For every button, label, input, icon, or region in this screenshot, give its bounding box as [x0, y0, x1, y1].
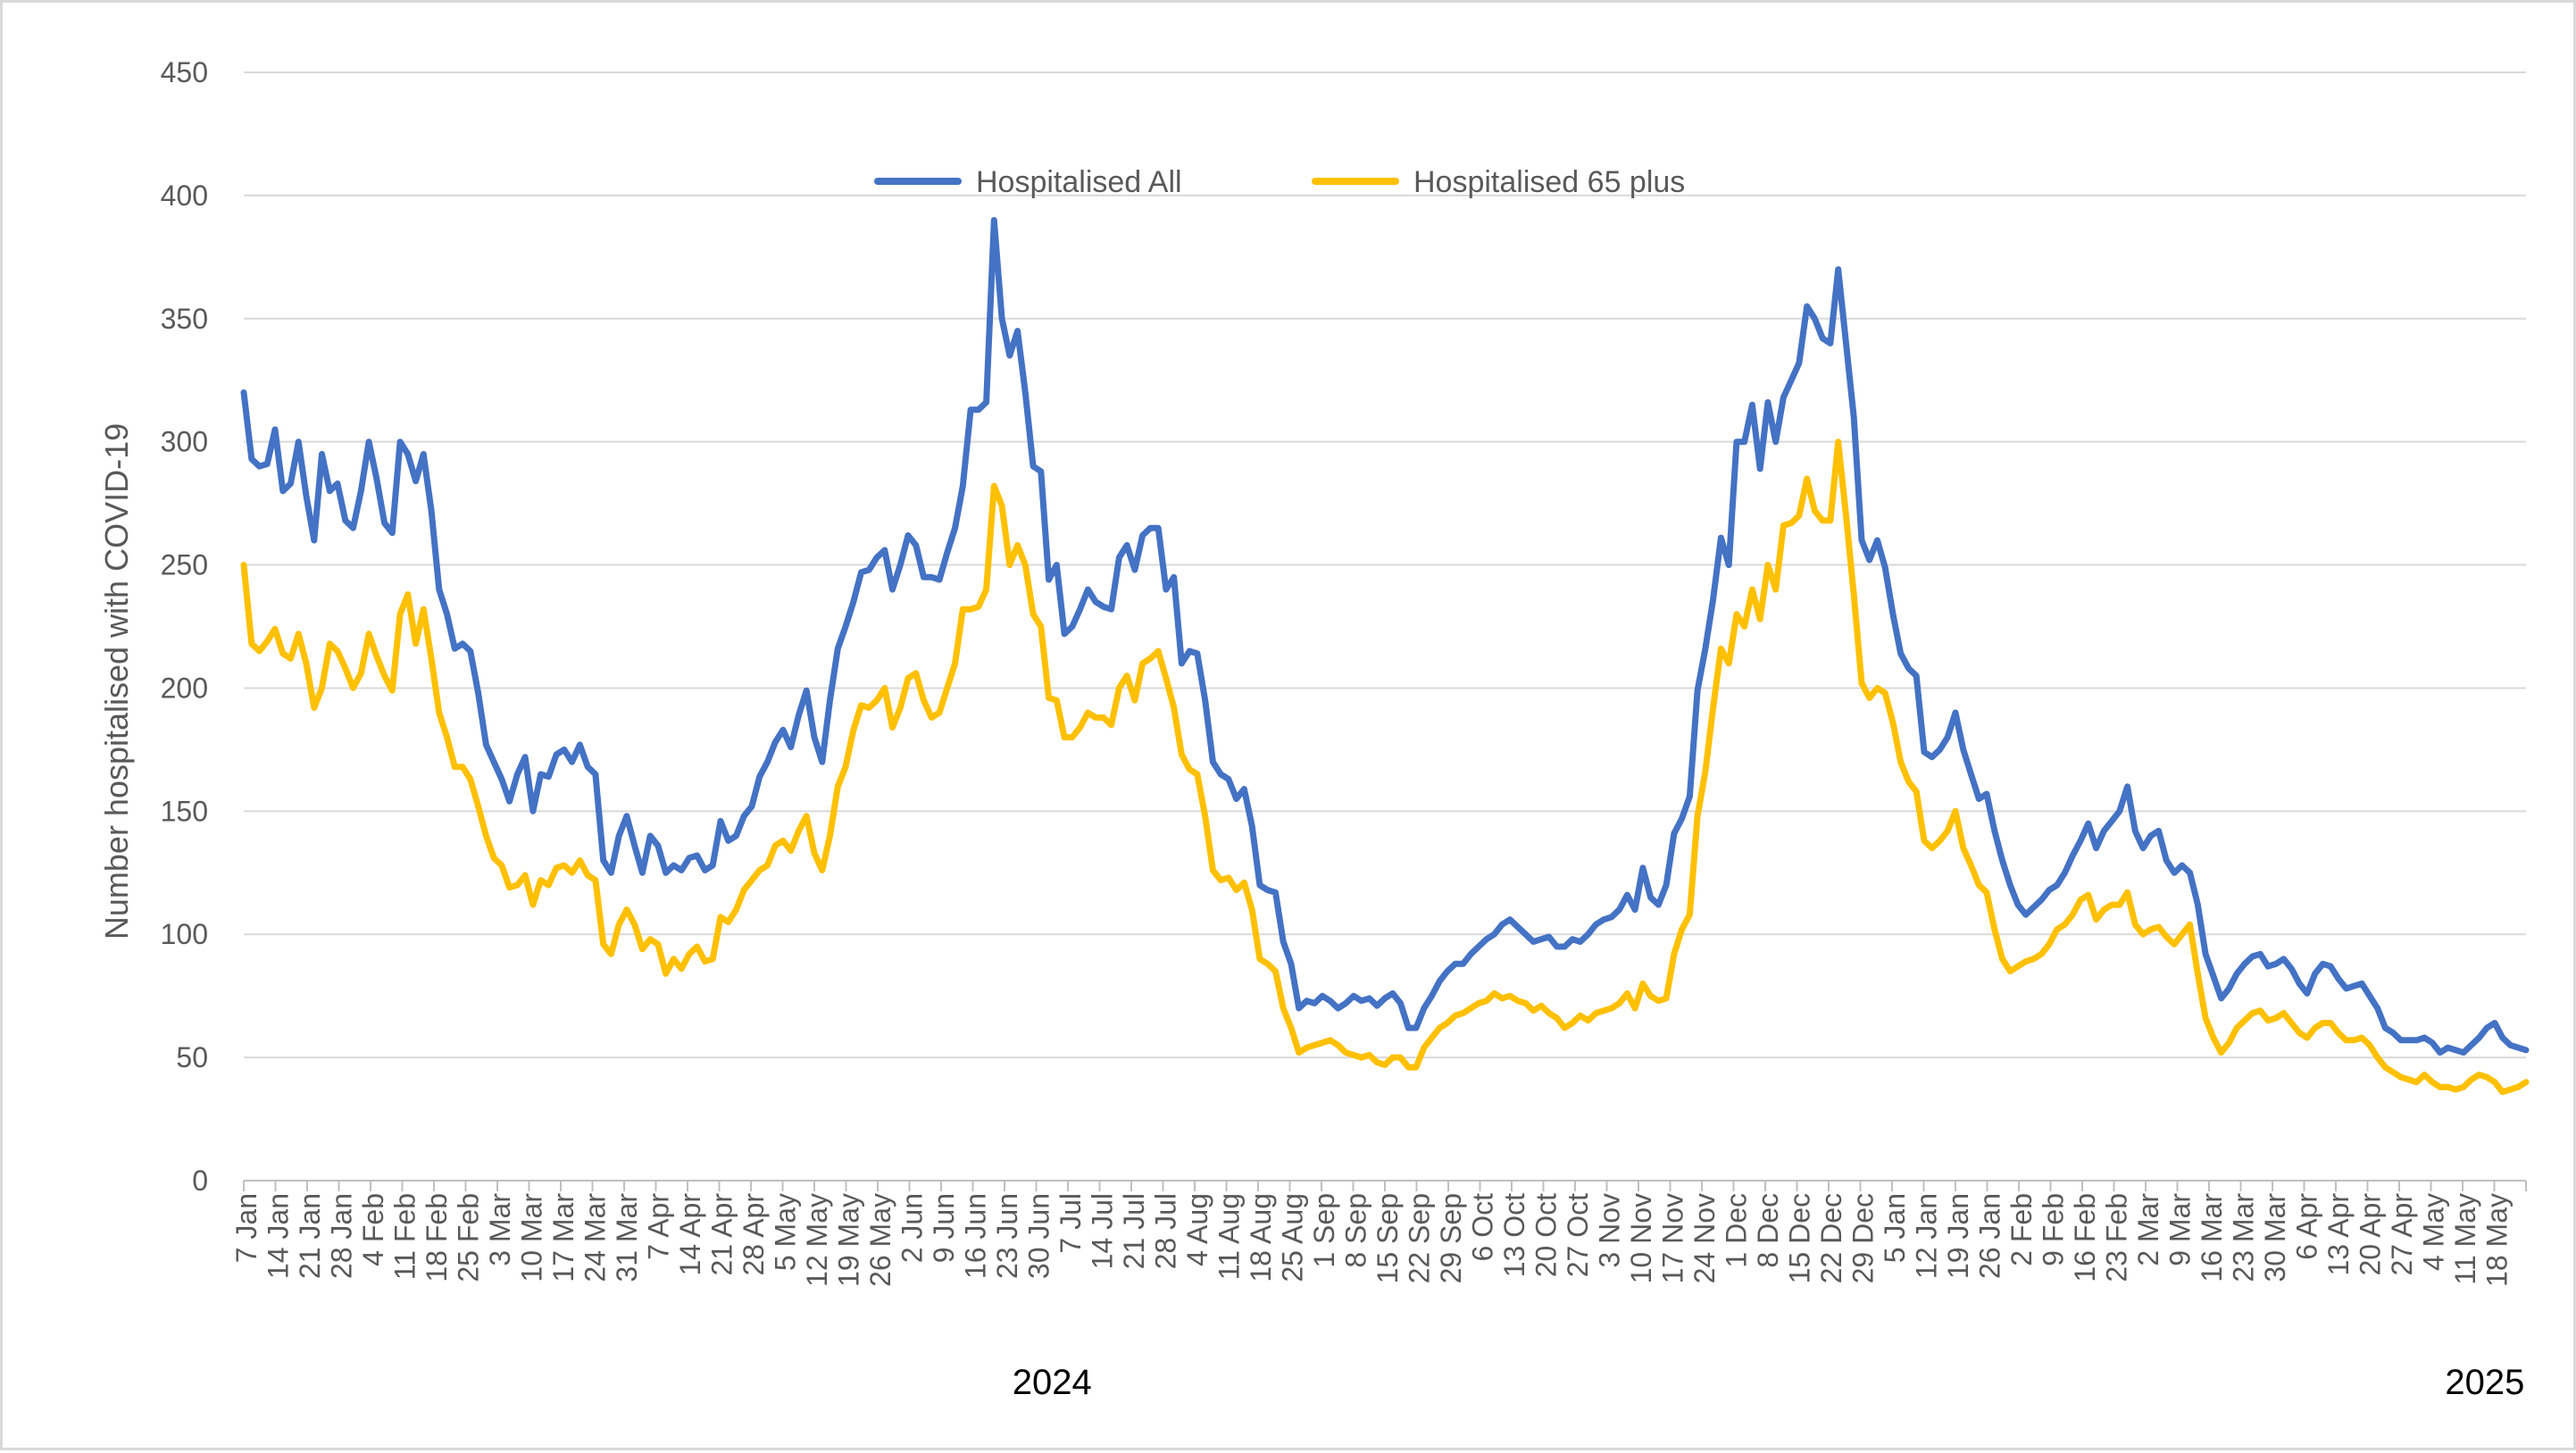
legend-label: Hospitalised 65 plus — [1413, 165, 1685, 199]
x-tick-label: 9 Jun — [928, 1193, 960, 1263]
series-lines — [240, 217, 2530, 1096]
x-tick-label: 5 May — [770, 1193, 802, 1271]
x-tick-label: 2 Mar — [2132, 1193, 2164, 1266]
x-tick-label: 8 Sep — [1340, 1193, 1372, 1268]
series-line-hospitalised-65-plus — [240, 438, 2530, 1096]
x-tick-label: 23 Mar — [2228, 1193, 2260, 1282]
x-tick-label: 20 Apr — [2355, 1193, 2387, 1276]
x-tick-label: 22 Dec — [1815, 1193, 1847, 1283]
x-tick-label: 4 May — [2418, 1193, 2450, 1271]
x-tick-label: 28 Jul — [1150, 1193, 1182, 1269]
y-tick-label: 250 — [161, 549, 208, 581]
x-tick-label: 18 Aug — [1245, 1193, 1277, 1282]
x-tick-label: 30 Mar — [2259, 1193, 2291, 1282]
series-line-hospitalised-all — [240, 217, 2530, 1056]
year-labels: 2024 2025 — [1013, 1363, 2525, 1402]
y-tick-label: 300 — [161, 426, 208, 458]
x-tick-label: 27 Apr — [2386, 1193, 2418, 1276]
x-tick-label: 29 Sep — [1435, 1193, 1467, 1283]
x-tick-label: 16 Feb — [2069, 1193, 2101, 1282]
legend: Hospitalised All Hospitalised 65 plus — [874, 165, 1685, 199]
y-tick-label: 50 — [176, 1041, 208, 1073]
x-tick-label: 29 Dec — [1847, 1193, 1880, 1283]
x-tick-label: 25 Feb — [453, 1193, 485, 1282]
x-tick-label: 15 Dec — [1784, 1193, 1816, 1283]
y-tick-label: 400 — [161, 180, 208, 212]
x-tick-label: 16 Mar — [2196, 1193, 2228, 1282]
x-tick-label: 22 Sep — [1404, 1193, 1436, 1283]
y-tick-label: 200 — [161, 672, 208, 704]
x-tick-label: 19 Jan — [1942, 1193, 1974, 1279]
x-tick-label: 1 Dec — [1721, 1193, 1753, 1268]
x-tick-label: 15 Sep — [1371, 1193, 1404, 1283]
x-tick-label: 26 Jan — [1974, 1193, 2006, 1279]
x-tick-label: 11 Aug — [1213, 1193, 1246, 1280]
x-tick-label: 23 Feb — [2101, 1193, 2133, 1282]
y-tick-label: 100 — [161, 918, 208, 950]
y-tick-label: 450 — [161, 56, 208, 88]
x-tick-label: 28 Apr — [738, 1193, 770, 1276]
x-tick-label: 18 May — [2481, 1193, 2513, 1287]
y-tick-label: 0 — [192, 1165, 208, 1197]
x-tick-label: 7 Apr — [643, 1193, 675, 1260]
x-tick-label: 12 Jan — [1911, 1193, 1943, 1279]
x-tick-label: 5 Jan — [1879, 1193, 1911, 1263]
x-tick-label: 12 May — [801, 1193, 833, 1287]
x-tick-label: 10 Mar — [516, 1193, 548, 1282]
x-tick-label: 21 Jan — [294, 1193, 326, 1279]
x-tick-label: 21 Jul — [1118, 1193, 1150, 1269]
x-tick-label: 9 Mar — [2164, 1193, 2197, 1266]
legend-label: Hospitalised All — [976, 165, 1182, 199]
x-tick-label: 6 Apr — [2291, 1193, 2323, 1260]
x-tick-label: 14 Jan — [263, 1193, 295, 1279]
x-tick-label: 8 Dec — [1752, 1193, 1784, 1268]
x-tick-label: 4 Aug — [1181, 1193, 1213, 1266]
x-tick-label: 18 Feb — [421, 1193, 453, 1282]
x-tick-label: 23 Jun — [991, 1193, 1023, 1279]
year-label: 2024 — [1013, 1363, 1092, 1402]
y-tick-label: 350 — [161, 303, 208, 335]
x-tick-label: 20 Oct — [1530, 1193, 1563, 1277]
x-tick-label: 13 Oct — [1498, 1193, 1530, 1277]
x-tick-label: 27 Oct — [1562, 1193, 1594, 1277]
x-tick-label: 16 Jun — [960, 1193, 992, 1279]
x-tick-label: 26 May — [864, 1193, 896, 1287]
x-axis: 7 Jan 14 Jan 21 Jan 28 Jan 4 Feb 11 Feb 18 Feb… — [230, 1180, 2527, 1287]
x-tick-label: 30 Jun — [1023, 1193, 1055, 1279]
x-tick-label: 17 Nov — [1657, 1193, 1689, 1283]
x-tick-label: 3 Nov — [1594, 1193, 1626, 1268]
x-tick-label: 10 Nov — [1625, 1193, 1657, 1283]
x-tick-label: 1 Sep — [1308, 1193, 1340, 1268]
x-tick-label: 21 Apr — [706, 1193, 738, 1276]
x-tick-label: 14 Apr — [674, 1193, 706, 1276]
year-label: 2025 — [2445, 1363, 2524, 1402]
x-tick-label: 7 Jul — [1055, 1193, 1087, 1254]
x-tick-label: 3 Mar — [484, 1193, 516, 1266]
x-tick-label: 11 Feb — [389, 1193, 421, 1280]
y-axis: 0 50 100 150 200 250 300 350 400 450 — [161, 56, 208, 1197]
x-tick-label: 13 Apr — [2322, 1193, 2355, 1276]
x-tick-label: 6 Oct — [1467, 1193, 1499, 1262]
x-tick-label: 7 Jan — [230, 1193, 263, 1263]
x-tick-label: 2 Jun — [896, 1193, 929, 1263]
x-tick-label: 17 Mar — [547, 1193, 579, 1282]
x-tick-label: 25 Aug — [1277, 1193, 1309, 1282]
x-tick-label: 4 Feb — [357, 1193, 389, 1266]
x-tick-label: 31 Mar — [611, 1193, 643, 1282]
x-tick-label: 28 Jan — [326, 1193, 358, 1279]
y-axis-title: Number hospitalised with COVID-19 — [98, 423, 135, 939]
x-tick-label: 2 Feb — [2005, 1193, 2038, 1266]
x-tick-label: 24 Nov — [1688, 1193, 1721, 1283]
x-tick-label: 24 Mar — [579, 1193, 612, 1282]
x-tick-label: 14 Jul — [1087, 1193, 1119, 1269]
x-tick-label: 11 May — [2449, 1193, 2481, 1285]
y-tick-label: 150 — [161, 795, 208, 827]
x-tick-label: 9 Feb — [2038, 1193, 2070, 1266]
gridlines — [244, 71, 2526, 1059]
x-tick-label: 19 May — [833, 1193, 865, 1287]
